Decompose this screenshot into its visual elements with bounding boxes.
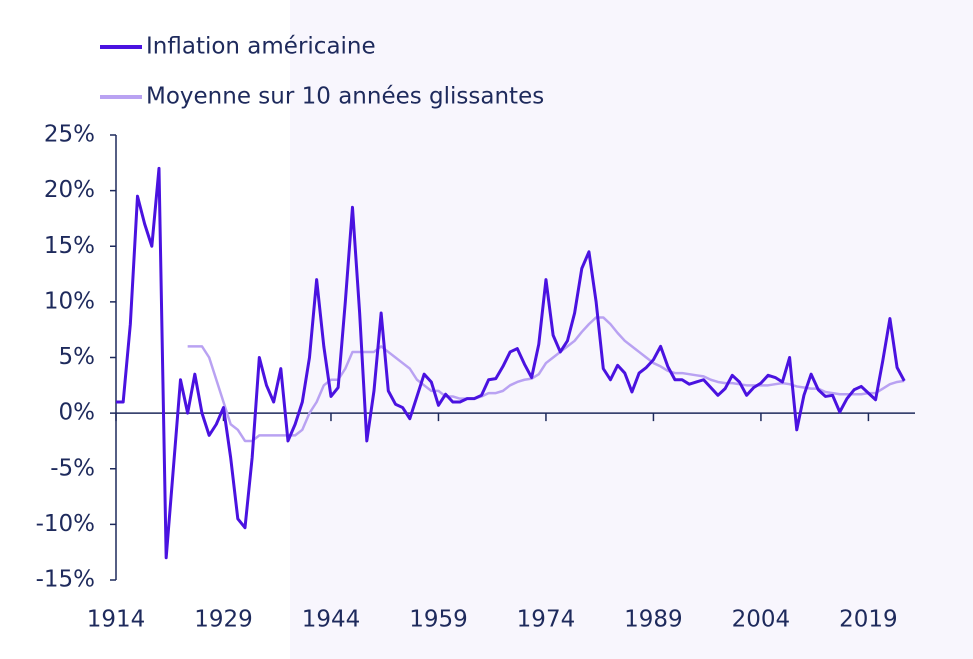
y-tick-label: 25% xyxy=(44,122,95,148)
x-tick-label: 1944 xyxy=(302,607,361,633)
x-tick-label: 1974 xyxy=(517,607,576,633)
x-tick-label: 2019 xyxy=(839,607,898,633)
series-line xyxy=(187,316,905,443)
x-tick-label: 2004 xyxy=(732,607,791,633)
y-tick-label: 10% xyxy=(44,288,95,314)
y-tick-label: 5% xyxy=(59,344,96,370)
y-tick-label: 15% xyxy=(44,233,95,259)
background-band xyxy=(290,0,973,659)
x-tick-label: 1914 xyxy=(87,607,146,633)
x-tick-label: 1989 xyxy=(624,607,683,633)
y-tick-label: -5% xyxy=(50,455,95,481)
y-tick-label: -15% xyxy=(36,567,95,593)
x-tick-label: 1959 xyxy=(409,607,468,633)
y-tick-label: 20% xyxy=(44,177,95,203)
y-tick-label: 0% xyxy=(59,400,96,426)
series-line xyxy=(116,166,906,560)
legend-label: Inflation américaine xyxy=(146,34,376,60)
x-tick-label: 1929 xyxy=(194,607,253,633)
legend-label: Moyenne sur 10 années glissantes xyxy=(146,84,544,110)
y-tick-label: -10% xyxy=(36,511,95,537)
